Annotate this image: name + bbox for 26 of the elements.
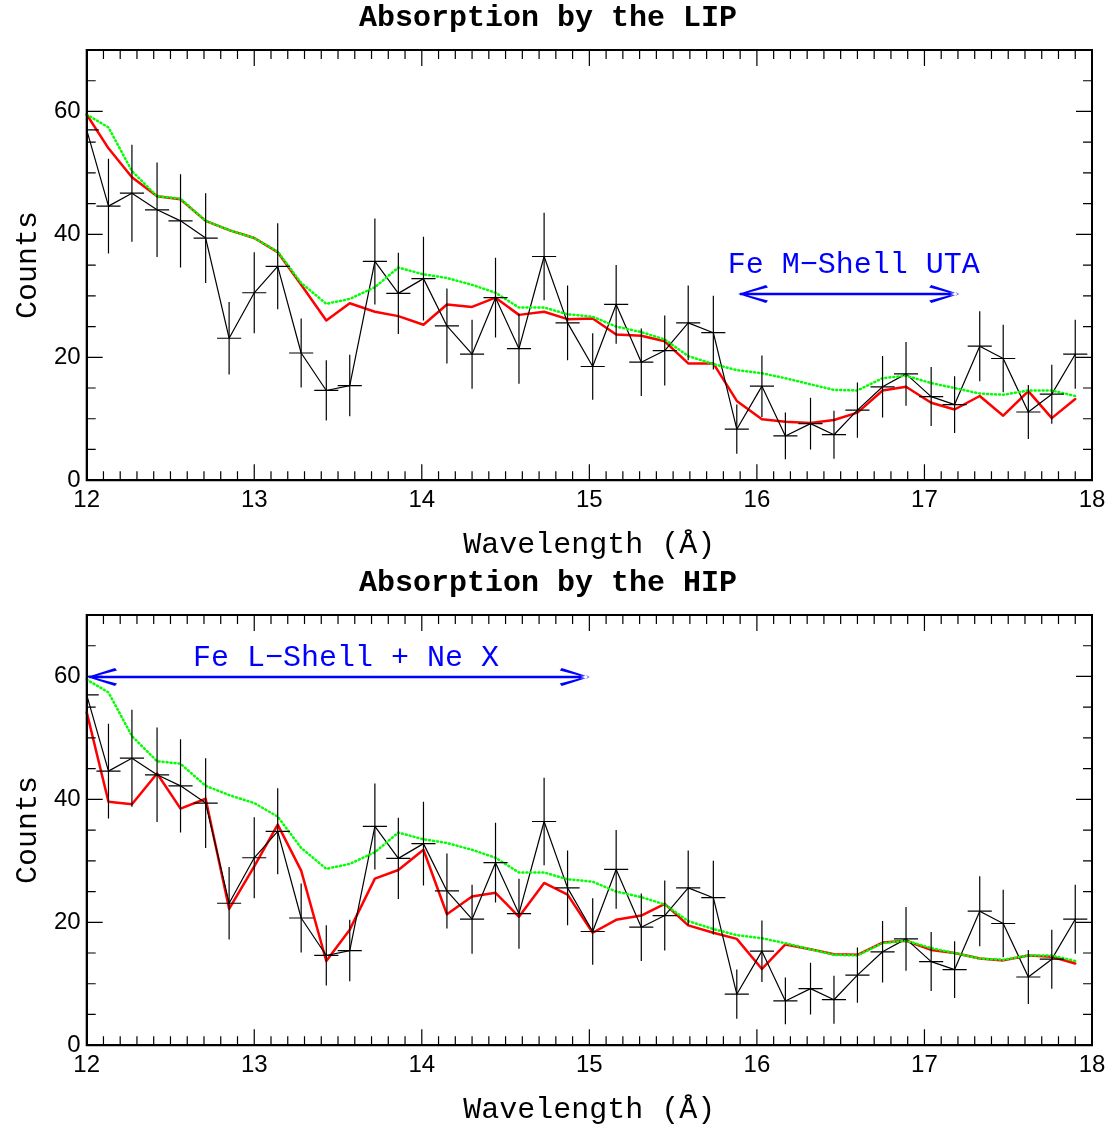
y-tick-label: 60 [53,96,81,124]
y-tick-label: 40 [53,219,81,246]
x-tick-label: 15 [576,1050,603,1078]
annotation: Fe L−Shell + Ne X [193,640,500,675]
y-tick-label: 60 [53,661,81,689]
y-tick-label: 40 [53,784,81,811]
x-tick-label: 18 [1078,1050,1106,1078]
x-axis-title: Wavelength (Å) [463,1092,716,1127]
x-axis-title: Wavelength (Å) [463,527,716,562]
x-tick-label: 14 [408,1050,436,1078]
y-tick-label: 20 [53,906,81,934]
x-tick-label: 18 [1078,485,1106,513]
y-tick-label: 20 [53,341,81,369]
x-tick-label: 13 [240,485,268,513]
x-tick-label: 16 [743,485,771,513]
x-tick-label: 17 [911,1050,938,1078]
chart-title: Absorption by the LIP [358,0,738,35]
chart-title: Absorption by the HIP [358,565,738,600]
y-axis-title: Counts [10,776,45,885]
y-axis-title: Counts [10,211,45,320]
x-tick-label: 15 [576,485,603,513]
x-tick-label: 13 [240,1050,268,1078]
annotation: Fe M−Shell UTA [727,248,980,283]
x-tick-label: 16 [743,1050,771,1078]
x-tick-label: 17 [911,485,938,513]
x-tick-label: 14 [408,485,436,513]
